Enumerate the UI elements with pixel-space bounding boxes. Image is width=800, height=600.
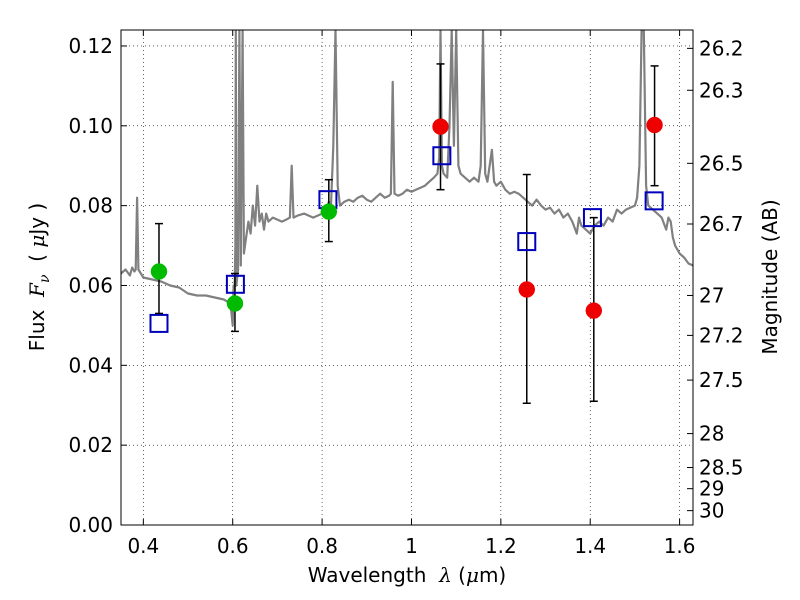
y2-tick-label: 26.7 bbox=[699, 212, 744, 236]
red-data-point bbox=[518, 281, 536, 298]
x-tick-label: 1.2 bbox=[485, 534, 517, 558]
x-axis-label: Wavelength λ (μm) bbox=[308, 563, 507, 587]
y-tick-label: 0.06 bbox=[68, 273, 113, 297]
y-tick-label: 0.10 bbox=[68, 114, 113, 138]
y2-tick-label: 27.5 bbox=[699, 368, 744, 392]
x-tick-label: 1.6 bbox=[664, 534, 696, 558]
spectrum-line bbox=[121, 30, 693, 327]
model-square-point bbox=[644, 191, 664, 211]
x-ticks: 0.4 0.6 0.8 1 1.2 1.4 1.6 bbox=[127, 30, 696, 558]
y-tick-label: 0.00 bbox=[68, 513, 113, 537]
model-square-point bbox=[225, 274, 245, 294]
y2-tick-label: 26.2 bbox=[699, 36, 744, 60]
x-tick-label: 1 bbox=[405, 534, 418, 558]
green-data-point bbox=[150, 263, 168, 280]
green-data-point bbox=[320, 203, 338, 220]
spectrum-layer bbox=[121, 30, 693, 327]
y-tick-label: 0.02 bbox=[68, 433, 113, 457]
x-tick-label: 0.6 bbox=[217, 534, 249, 558]
model-square-point bbox=[582, 208, 602, 228]
x-tick-label: 0.8 bbox=[306, 534, 338, 558]
y2-tick-label: 28.5 bbox=[699, 456, 744, 480]
red-data-point bbox=[585, 302, 603, 319]
x-tick-label: 1.4 bbox=[574, 534, 606, 558]
y2-tick-label: 26.5 bbox=[699, 151, 744, 175]
red-data-point bbox=[432, 118, 449, 135]
y2-tick-label: 29 bbox=[699, 477, 724, 501]
y2-tick-label: 26.3 bbox=[699, 78, 744, 102]
y-tick-label: 0.08 bbox=[68, 194, 113, 218]
y2-tick-label: 30 bbox=[699, 499, 724, 523]
y-axis-label: Flux Fν ( μJy ) bbox=[25, 203, 53, 351]
y-tick-label: 0.04 bbox=[68, 353, 113, 377]
model-square-point bbox=[517, 232, 537, 252]
x-tick-label: 0.4 bbox=[127, 534, 159, 558]
green-data-point bbox=[226, 295, 244, 312]
plot-area bbox=[121, 30, 693, 525]
y2-tick-label: 27.2 bbox=[699, 323, 744, 347]
markers bbox=[149, 116, 664, 333]
plot-frame bbox=[120, 29, 694, 526]
y-tick-label: 0.12 bbox=[68, 34, 113, 58]
model-square-point bbox=[432, 146, 452, 166]
y2-axis-label: Magnitude (AB) bbox=[758, 199, 782, 354]
y2-tick-label: 28 bbox=[699, 422, 724, 446]
y-ticks: 0.00 0.02 0.04 0.06 0.08 0.10 0.12 bbox=[68, 34, 127, 537]
model-square-point bbox=[149, 313, 169, 333]
y2-tick-label: 27 bbox=[699, 283, 724, 307]
red-data-point bbox=[646, 116, 663, 134]
